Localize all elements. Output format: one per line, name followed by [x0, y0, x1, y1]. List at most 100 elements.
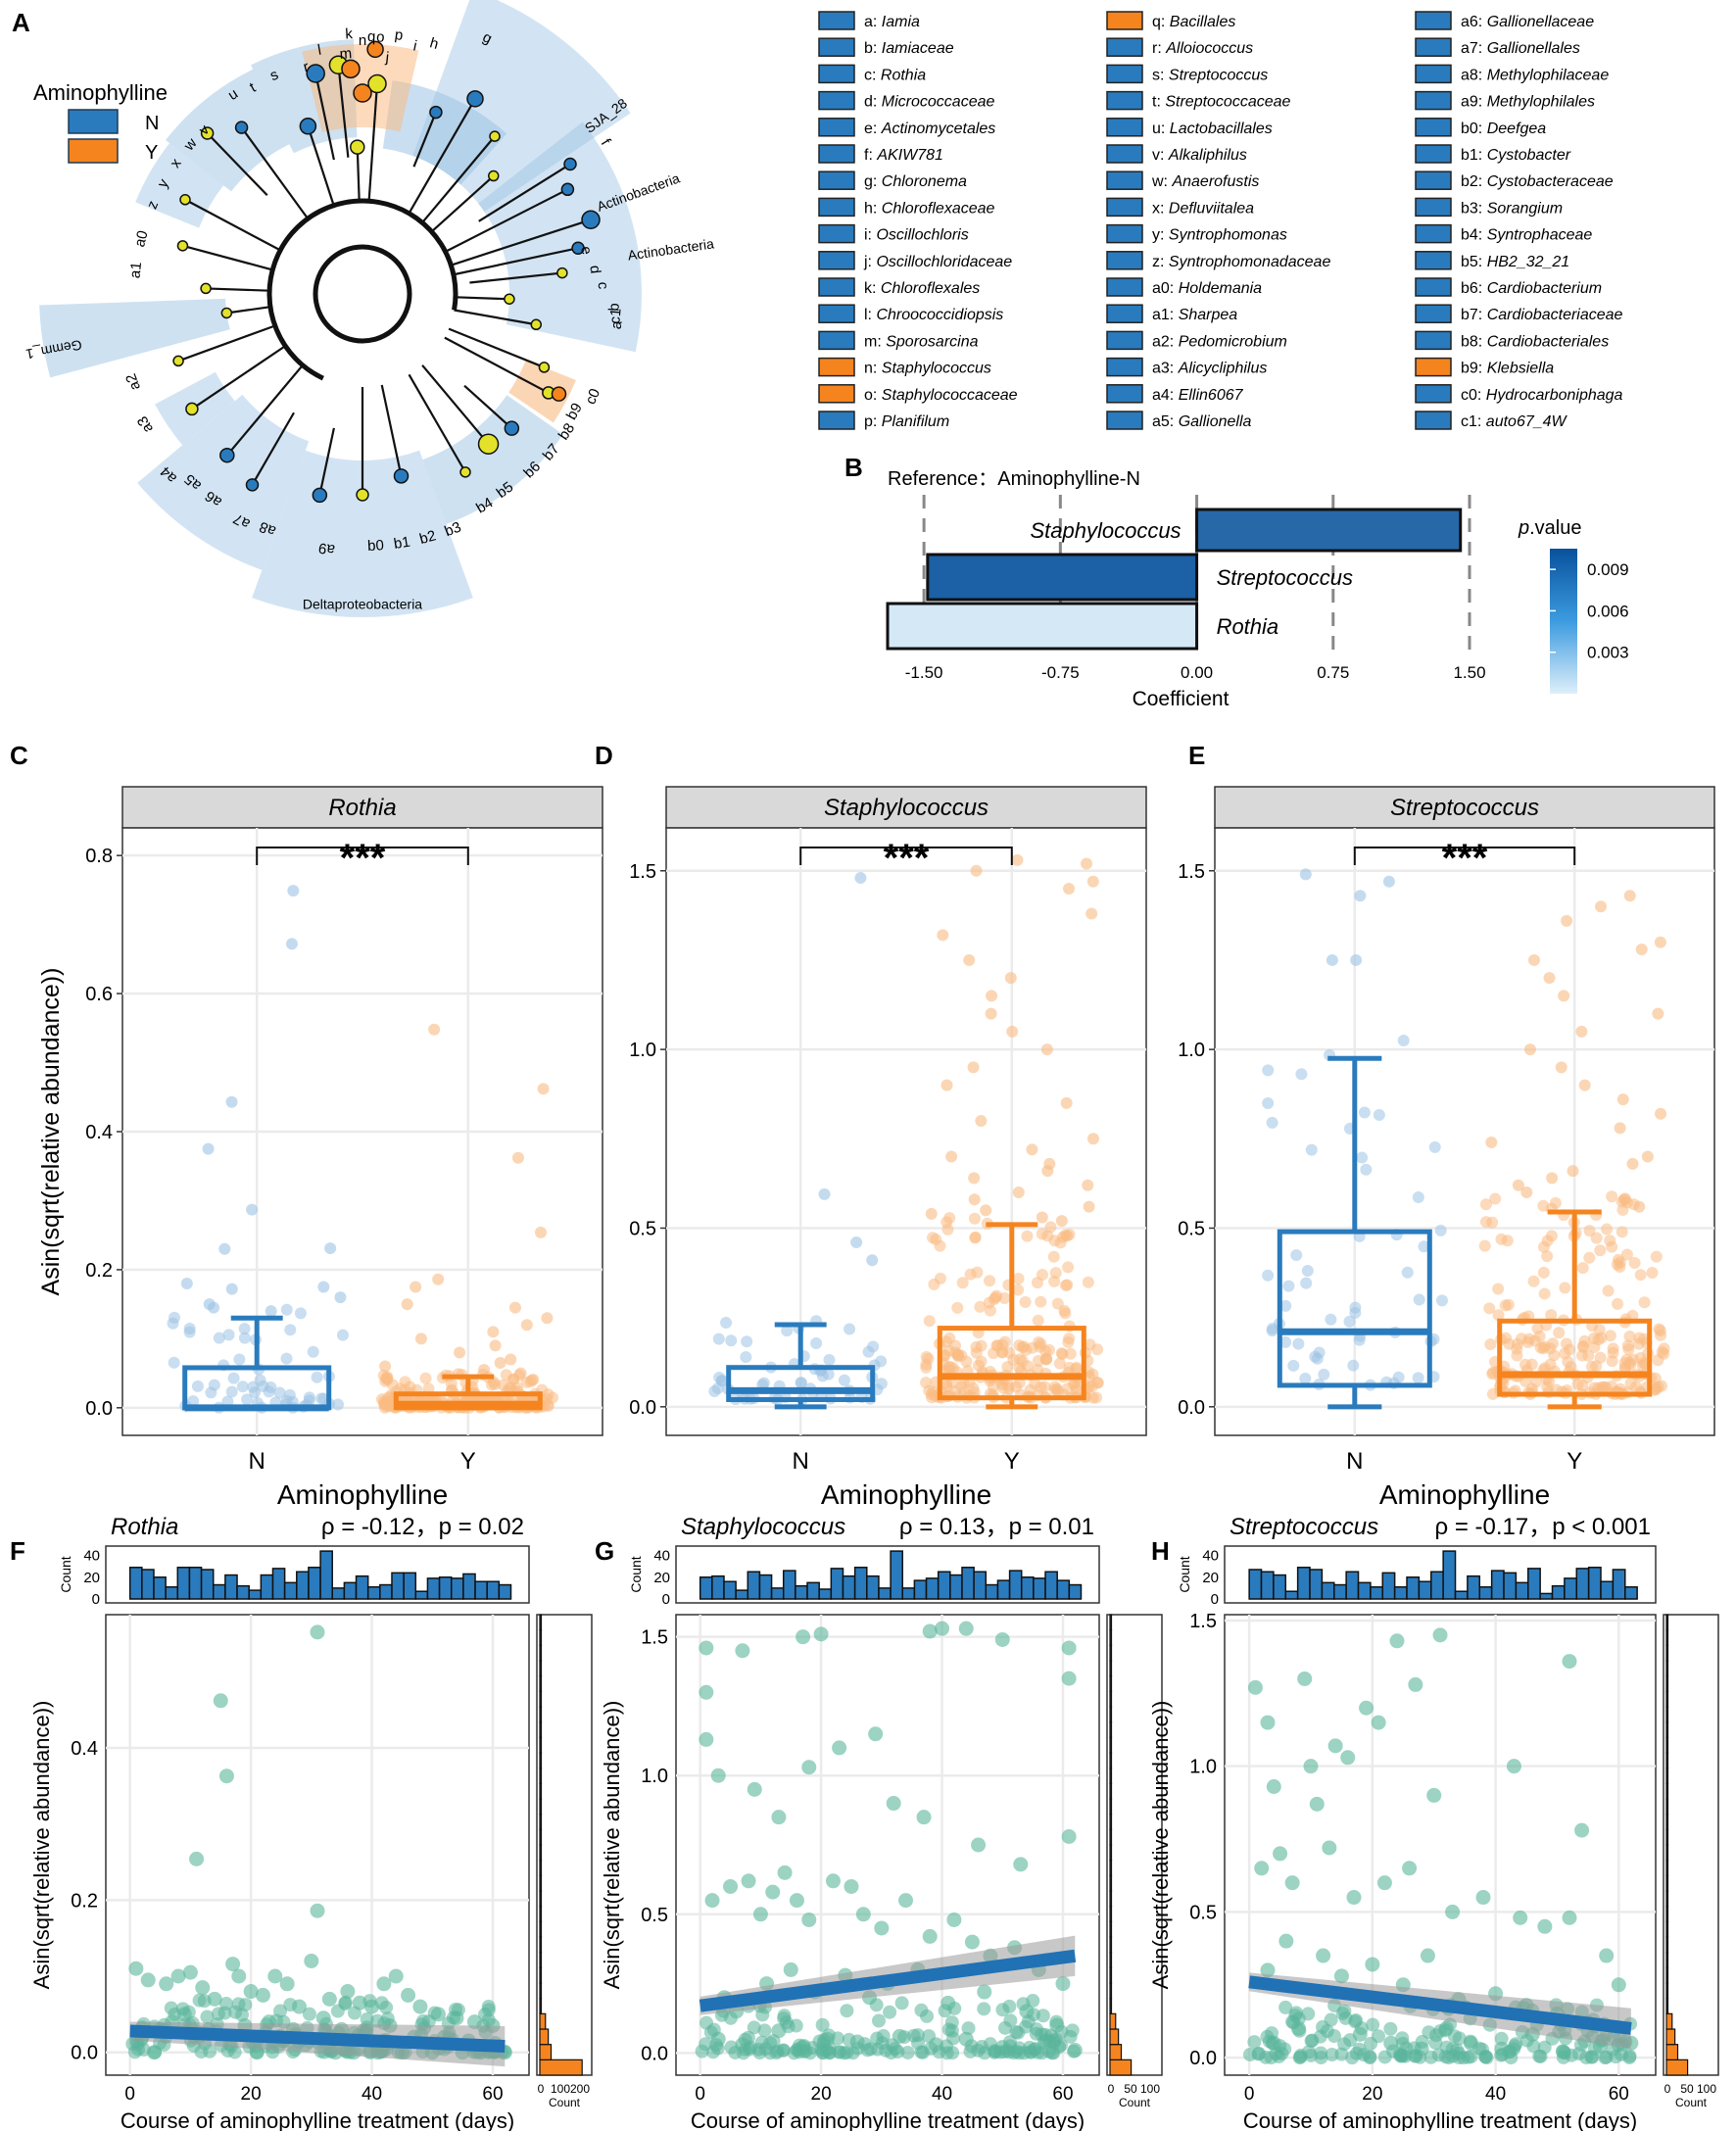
marginal-y-tick: 0 [1664, 2082, 1671, 2096]
scatter-point [747, 2020, 761, 2035]
scatter-point [783, 1961, 798, 1977]
tree-node [220, 307, 233, 319]
node-label-a9: a9 [317, 539, 336, 557]
marginal-y-bar [1109, 1782, 1113, 1800]
outlier-point-y [1652, 1007, 1664, 1020]
marginal-y-tick: 200 [570, 2082, 590, 2096]
marginal-y-bar [1665, 1966, 1669, 1984]
scatter-point [1284, 1875, 1300, 1891]
jitter-point-y [1044, 1221, 1057, 1234]
scatter-point [1598, 2051, 1613, 2065]
jitter-point-y [1541, 1250, 1554, 1263]
scatter-point [1383, 2021, 1398, 2036]
taxon-swatch-b4 [1415, 223, 1452, 244]
marginal-x-bar [758, 1574, 773, 1600]
x-tick-label: 0 [695, 2084, 705, 2105]
jitter-point-n [1347, 1359, 1360, 1372]
coef-label-streptococcus: Streptococcus [1217, 565, 1353, 590]
scatter-point [771, 2023, 787, 2039]
tree-branch [356, 147, 361, 202]
x-axis-label: Course of aminophylline treatment (days) [1243, 2108, 1637, 2131]
jitter-point-n [1413, 1293, 1425, 1306]
outlier-point-y [1641, 1150, 1654, 1163]
jitter-point-y [1478, 1239, 1491, 1252]
taxon-entry-b0: b0: Deefgea [1461, 121, 1546, 137]
marginal-x-tick: 20 [653, 1570, 670, 1586]
node-label-k: k [345, 25, 354, 42]
marginal-x-bar [1056, 1579, 1071, 1600]
taxon-entry-z: z: Syntrophomonadaceae [1152, 254, 1330, 270]
scatter-point [964, 1934, 980, 1950]
taxon-swatch-d [818, 90, 855, 111]
marginal-y-bar [539, 1644, 543, 1662]
jitter-point-y [1007, 1353, 1020, 1366]
tree-branch [412, 112, 437, 168]
tree-branch [469, 271, 562, 284]
y-tick-label: 0.0 [1178, 1397, 1205, 1419]
marginal-y-tick: 100 [551, 2082, 570, 2096]
outlier-point-y [414, 1332, 427, 1345]
jitter-point-y [1492, 1283, 1505, 1295]
outlier-point-n [265, 1305, 277, 1318]
tree-branch [191, 345, 286, 411]
taxon-swatch-b [818, 37, 855, 57]
significance-bracket [256, 847, 469, 865]
marginal-x-bar [1273, 1574, 1287, 1600]
scatter-point [752, 1907, 768, 1922]
outlier-point-y [1082, 1179, 1094, 1191]
taxon-entry-j: j: Oscillochloridaceae [863, 254, 1012, 270]
jitter-point-y [1047, 1250, 1060, 1263]
marginal-x-tick: 40 [653, 1548, 670, 1565]
scatter-point [1513, 1910, 1528, 1925]
tree-node [504, 293, 515, 305]
marginal-x-bar [973, 1571, 988, 1600]
taxon-swatch-f [818, 144, 855, 164]
outlier-point-n [850, 1236, 863, 1249]
marginal-y-bar [1665, 2058, 1689, 2076]
scatter-point [922, 1623, 938, 1639]
outlier-point-y [1616, 1093, 1629, 1106]
scatter-point [1445, 2049, 1460, 2063]
marginal-x-bar [355, 1574, 369, 1600]
clade-sector [137, 394, 310, 570]
node-label-a0: a0 [131, 229, 152, 249]
marginal-y-bar [1109, 1675, 1113, 1692]
jitter-point-y [1057, 1231, 1070, 1243]
marginal-x-bar [890, 1550, 903, 1600]
marginal-y-bar [1109, 2012, 1117, 2030]
jitter-point-y [1537, 1199, 1550, 1212]
marginal-x-bar [1490, 1570, 1505, 1600]
marginal-x-bar [1503, 1572, 1518, 1600]
jitter-point-y [1537, 1240, 1550, 1253]
marginal-y-bar [1665, 1644, 1669, 1662]
taxon-entry-l: l: Chroococcidiopsis [864, 307, 1003, 323]
marginal-x-bar [296, 1571, 310, 1600]
taxon-swatch-b2 [1415, 170, 1452, 190]
node-label-a2: a2 [122, 371, 144, 393]
jitter-point-y [989, 1291, 1002, 1304]
scatter-point [863, 2042, 878, 2057]
scatter-point [870, 2031, 885, 2046]
marginal-x-bar [1333, 1583, 1347, 1600]
jitter-point-y [1483, 1302, 1496, 1315]
jitter-point-y [1583, 1225, 1596, 1237]
marginal-x-tick: 40 [1202, 1548, 1219, 1565]
tree-node [429, 105, 443, 120]
taxon-swatch-a [818, 11, 855, 30]
tree-branch [448, 327, 545, 368]
marginal-y-bar [1109, 1798, 1113, 1816]
scatter-point [922, 1928, 938, 1944]
tree-branch [307, 125, 335, 206]
taxon-entry-a3: a3: Alicycliphilus [1152, 361, 1267, 377]
x-tick-label: 20 [811, 2084, 832, 2105]
scatter-point [1377, 2050, 1392, 2064]
marginal-x-bar [331, 1587, 346, 1600]
scatter-point [304, 1953, 319, 1968]
node-label-c: c [595, 281, 611, 290]
outlier-point-n [285, 938, 298, 950]
tree-branch [206, 132, 268, 197]
outlier-point-y [410, 1281, 422, 1293]
node-label-a8: a8 [257, 518, 278, 540]
marginal-y-bar [539, 1936, 543, 1954]
scatter-point [935, 1621, 950, 1636]
